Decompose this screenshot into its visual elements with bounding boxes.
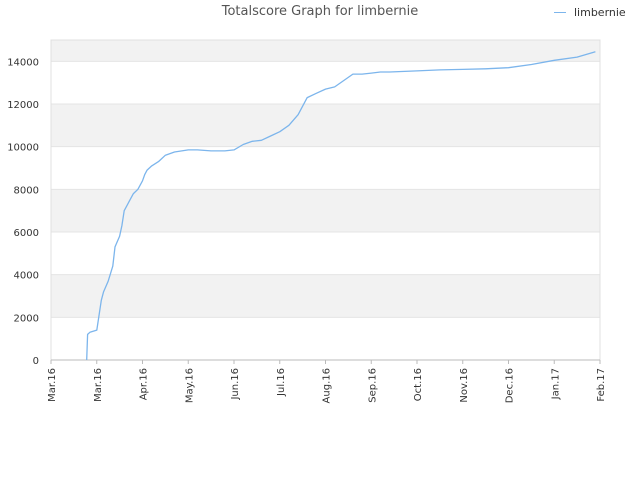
y-tick-label: 14000 bbox=[7, 57, 39, 68]
y-tick-label: 4000 bbox=[14, 271, 39, 282]
grid-band bbox=[51, 189, 600, 232]
grid-band bbox=[51, 146, 600, 190]
series-line bbox=[86, 51, 596, 361]
x-tick-label: Apr.16 bbox=[139, 368, 150, 400]
grid-band bbox=[51, 274, 600, 318]
y-tick-label: 12000 bbox=[7, 100, 39, 111]
legend[interactable]: limbernie bbox=[554, 6, 626, 19]
y-tick-label: 2000 bbox=[14, 313, 39, 324]
x-tick-label: Oct.16 bbox=[413, 368, 424, 401]
grid-bands bbox=[50, 39, 601, 361]
legend-label: limbernie bbox=[574, 6, 626, 19]
y-tick-label: 8000 bbox=[14, 185, 39, 196]
grid-band bbox=[51, 40, 600, 62]
series-layer bbox=[86, 51, 596, 361]
x-tick-label: Jun.16 bbox=[230, 368, 241, 401]
x-tick-label: May.16 bbox=[184, 368, 195, 403]
grid-band bbox=[51, 61, 600, 104]
x-tick-label: Mar.16 bbox=[93, 368, 104, 402]
y-tick-label: 6000 bbox=[14, 228, 39, 239]
grid-band bbox=[51, 104, 600, 147]
x-tick-label: Jan.17 bbox=[550, 368, 561, 400]
x-tick-label: Dec.16 bbox=[505, 368, 516, 403]
legend-swatch bbox=[554, 12, 566, 13]
grid-band bbox=[51, 317, 600, 360]
y-axis-labels: 0 2000 4000 6000 8000 10000 12000 14000 bbox=[7, 57, 39, 367]
y-tick-label: 10000 bbox=[7, 143, 39, 154]
x-tick-label: Sep.16 bbox=[367, 368, 378, 403]
chart-title: Totalscore Graph for limbernie bbox=[221, 4, 419, 19]
x-axis: Mar.16 Mar.16 Apr.16 May.16 Jun.16 Jul.16 Aug.… bbox=[47, 359, 607, 403]
x-tick-label: Nov.16 bbox=[459, 368, 470, 403]
x-tick-label: Mar.16 bbox=[47, 368, 58, 402]
y-tick-label: 0 bbox=[33, 356, 39, 367]
x-tick-label: Jul.16 bbox=[276, 368, 287, 397]
grid-band bbox=[51, 232, 600, 275]
x-tick-label: Aug.16 bbox=[322, 368, 333, 403]
x-tick-label: Feb.17 bbox=[596, 368, 607, 402]
